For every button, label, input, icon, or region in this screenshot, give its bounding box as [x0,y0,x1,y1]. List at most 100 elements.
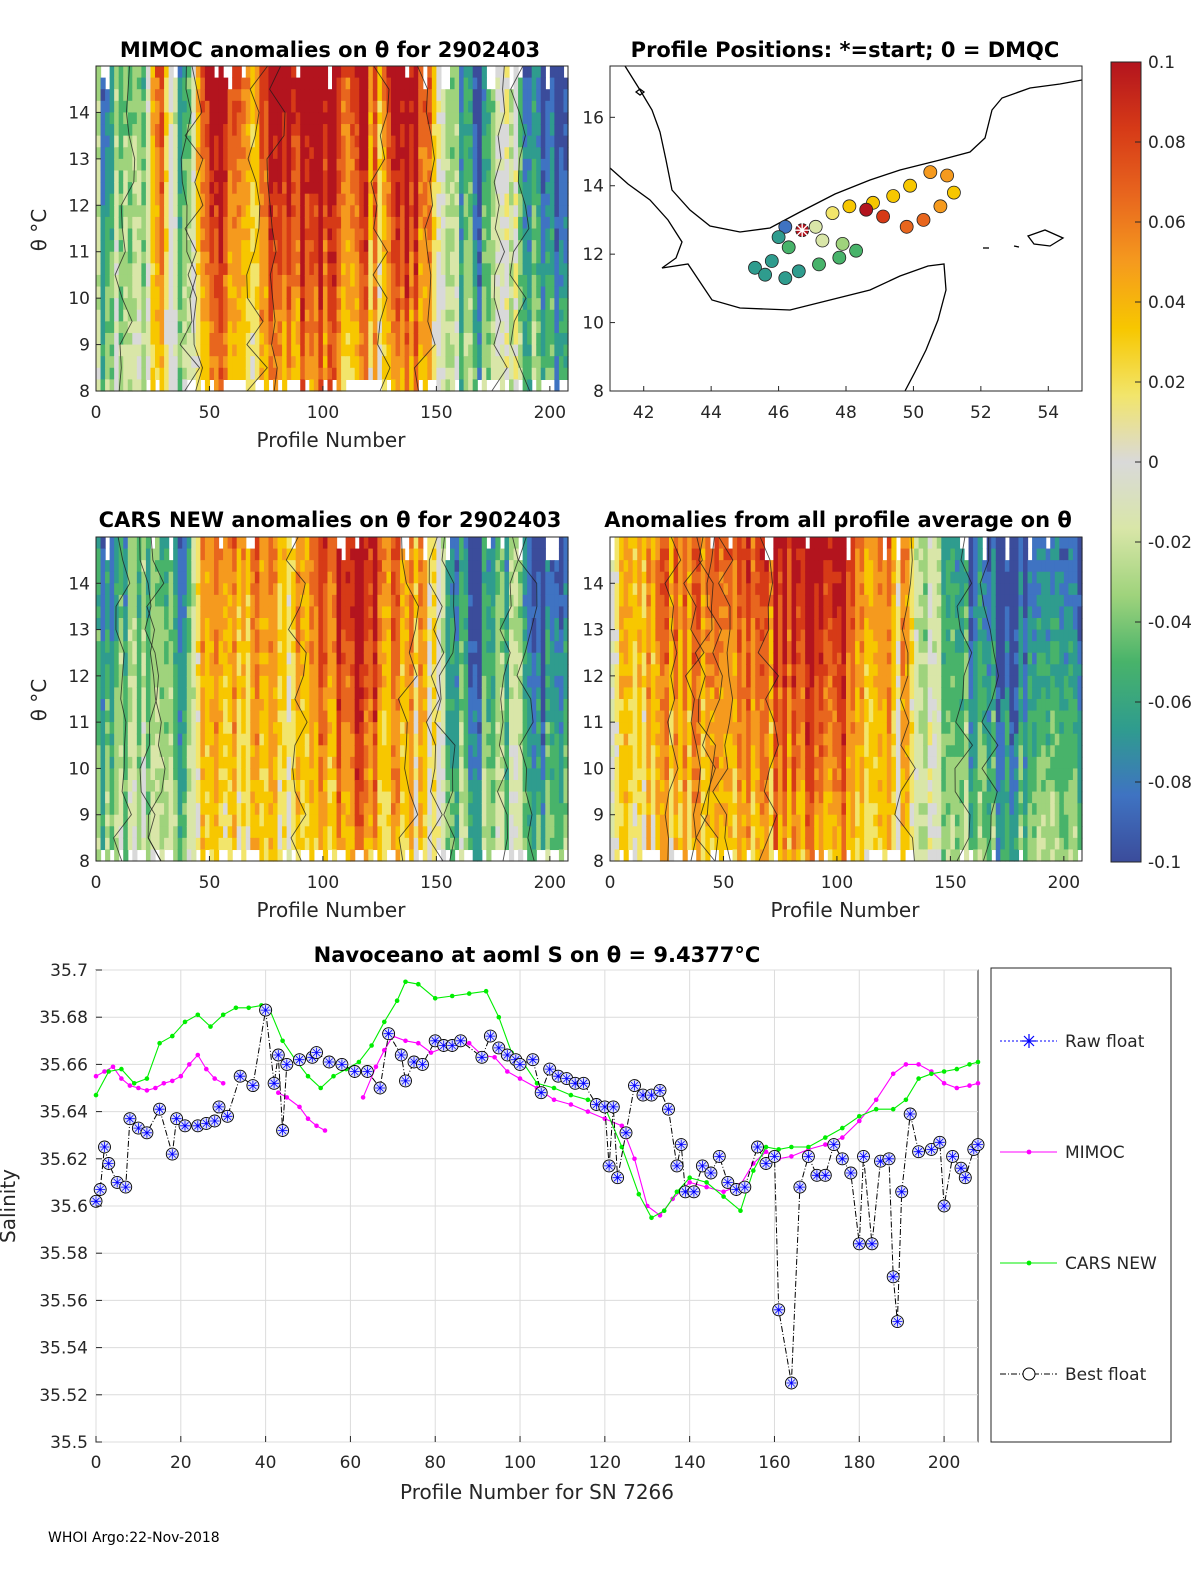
heatmap-cell [141,548,147,561]
heatmap-cell [368,240,374,253]
heatmap-cell [400,170,406,183]
heatmap-cell [363,205,369,218]
heatmap-cell [123,170,129,183]
heatmap-cell [386,158,392,172]
heatmap-cell [558,356,565,369]
heatmap-cell [563,321,569,334]
heatmap-cell [499,228,506,241]
heatmap-cell [304,298,310,311]
heatmap-cell [381,571,388,584]
heatmap-cell [354,756,360,770]
heatmap-cell [336,733,342,746]
heatmap-cell [377,286,383,299]
heatmap-cell [350,193,356,206]
heatmap-cell [413,298,419,311]
heatmap-cell [322,170,329,183]
heatmap-cell [273,849,279,862]
heatmap-cell [263,641,270,654]
heatmap-cell [159,344,165,357]
heatmap-cell [118,664,124,677]
heatmap-cell [268,356,274,369]
heatmap-cell [214,135,220,148]
heatmap-cell [322,66,329,79]
heatmap-cell [300,100,306,114]
heatmap-cell [155,344,161,357]
heatmap-cell [268,722,274,735]
heatmap-cell [232,756,238,770]
heatmap-cell [277,344,283,357]
heatmap-cell [504,240,510,253]
heatmap-cell [418,298,424,311]
heatmap-cell [96,560,102,573]
heatmap-cell [96,803,102,816]
heatmap-cell [250,780,256,793]
heatmap-cell [509,193,515,206]
heatmap-cell [499,100,506,114]
heatmap-cell [268,618,274,631]
heatmap-cell [259,571,265,584]
heatmap-cell [145,837,152,851]
heatmap-cell [359,332,365,346]
heatmap-cell [372,594,378,608]
heatmap-cell [186,170,192,183]
heatmap-cell [359,756,365,770]
heatmap-cell [195,193,201,206]
heatmap-cell [214,263,220,276]
heatmap-cell [182,826,188,839]
heatmap-cell [336,240,342,253]
heatmap-cell [123,733,129,746]
heatmap-cell [209,594,215,608]
heatmap-cell [177,135,183,148]
heatmap-cell [123,89,129,102]
heatmap-cell [318,240,324,253]
heatmap-cell [400,124,406,137]
colorbar-tick-label: 0.08 [1148,133,1186,153]
heatmap-cell [114,263,120,276]
heatmap-cell [177,664,183,677]
heatmap-cell [404,687,410,700]
heatmap-cell [531,298,537,311]
heatmap-cell [363,548,369,561]
heatmap-cell [105,664,111,677]
heatmap-cell [254,618,260,631]
heatmap-cell [96,367,102,380]
heatmap-cell [177,100,183,114]
heatmap-cell [513,356,519,369]
heatmap-cell [300,803,306,816]
heatmap-cell [377,548,383,561]
heatmap-cell [481,274,487,288]
heatmap-cell [381,745,388,758]
heatmap-cell [318,321,324,334]
heatmap-cell [250,240,256,253]
heatmap-cell [404,135,410,148]
heatmap-cell [195,722,201,735]
heatmap-cell [132,618,138,631]
heatmap-cell [350,147,356,160]
heatmap-cell [345,367,351,380]
heatmap-cell [96,756,102,770]
heatmap-cell [427,675,433,689]
heatmap-cell [182,89,188,102]
heatmap-cell [155,274,161,288]
heatmap-cell [209,332,215,346]
heatmap-cell [245,560,251,573]
heatmap-cell [409,594,415,608]
heatmap-cell [386,641,392,654]
heatmap-cell [182,100,188,114]
heatmap-cell [327,837,333,851]
heatmap-cell [254,571,260,584]
heatmap-cell [309,537,315,550]
heatmap-cell [259,205,265,218]
heatmap-cell [245,356,251,369]
heatmap-cell [322,583,329,596]
heatmap-cell [522,100,528,114]
heatmap-cell [105,182,111,195]
heatmap-cell [409,170,415,183]
heatmap-cell [195,321,201,334]
heatmap-cell [499,182,506,195]
heatmap-cell [322,594,329,608]
heatmap-cell [359,768,365,781]
heatmap-cell [332,100,338,114]
heatmap-cell [372,205,378,218]
heatmap-cell [445,286,451,299]
